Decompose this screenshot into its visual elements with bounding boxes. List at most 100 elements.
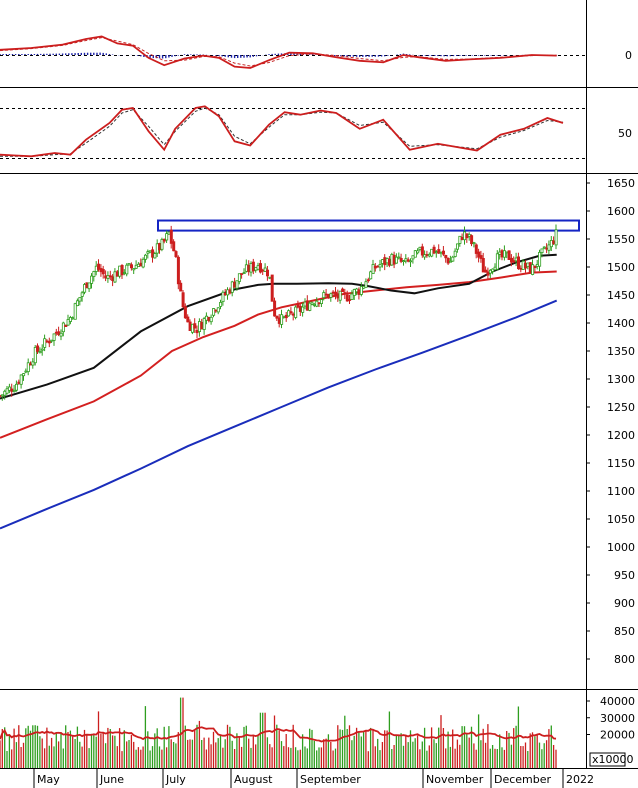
candle-body — [357, 289, 361, 295]
candle-body — [554, 229, 558, 246]
candle-body — [115, 271, 119, 277]
candle-body — [118, 265, 122, 277]
month-label: August — [234, 773, 273, 786]
candle-body — [3, 390, 7, 396]
price-axis: 1650 1600 1550 1500 1450 1400 1350 1300 1250 1200… — [586, 177, 635, 666]
candle-body — [282, 315, 286, 318]
candle-body — [308, 302, 312, 311]
price-tick-label: 1200 — [607, 429, 635, 442]
candle-body — [533, 265, 537, 269]
candle-body — [542, 246, 546, 249]
candle-body — [294, 306, 298, 318]
candle-body — [458, 235, 462, 244]
candle-body — [331, 291, 335, 294]
ma-long-line — [0, 299, 558, 530]
candle-body — [343, 292, 347, 295]
candle-body — [277, 317, 281, 324]
candle-body — [31, 361, 35, 366]
candle-body — [251, 261, 255, 272]
candle-body — [7, 386, 11, 391]
candle-body — [261, 269, 265, 272]
candlesticks — [0, 224, 558, 401]
candle-body — [83, 284, 87, 293]
candle-body — [151, 249, 155, 258]
candle-body — [97, 263, 101, 270]
candle-body — [500, 250, 504, 258]
candle-body — [40, 348, 44, 351]
candle-body — [169, 229, 173, 244]
candle-body — [409, 260, 413, 263]
candle-body — [416, 250, 420, 254]
candle-body — [444, 254, 448, 259]
price-tick-label: 950 — [614, 569, 635, 582]
candle-body — [310, 302, 314, 305]
candle-body — [298, 305, 302, 312]
price-tick-label: 1400 — [607, 317, 635, 330]
candle-body — [270, 274, 274, 302]
candle-body — [437, 249, 441, 254]
candle-body — [432, 246, 436, 254]
candle-body — [479, 255, 483, 259]
candle-body — [338, 290, 342, 301]
candle-body — [434, 251, 438, 254]
candle-body — [296, 304, 300, 308]
candle-body — [505, 251, 509, 254]
candle-body — [380, 259, 384, 264]
candle-body — [495, 253, 499, 270]
macd-line — [0, 35, 557, 69]
time-axis: May June July August September November Decemb… — [33, 768, 594, 788]
candle-body — [195, 329, 199, 334]
candle-body — [514, 257, 518, 262]
candle-body — [446, 257, 450, 264]
candle-body — [488, 269, 492, 274]
candle-body — [312, 303, 316, 306]
candle-body — [71, 317, 75, 320]
candle-body — [94, 265, 98, 272]
candle-body — [33, 346, 37, 364]
candle-body — [256, 265, 260, 270]
month-label: September — [300, 773, 361, 786]
candle-body — [47, 341, 51, 344]
candle-body — [209, 316, 213, 323]
candle-body — [230, 281, 234, 293]
candle-body — [540, 248, 544, 253]
candle-body — [92, 271, 96, 277]
candle-body — [303, 301, 307, 307]
macd-signal-line — [0, 37, 557, 67]
price-tick-label: 1300 — [607, 373, 635, 386]
candle-body — [319, 299, 323, 305]
candle-body — [172, 241, 176, 252]
candle-body — [413, 250, 417, 258]
candle-body — [249, 263, 253, 273]
candle-body — [162, 238, 166, 242]
candle-body — [183, 306, 187, 319]
stoch-tick-label: 50 — [618, 127, 632, 140]
candle-body — [502, 250, 506, 258]
candle-body — [212, 308, 216, 316]
candle-body — [336, 293, 340, 299]
price-tick-label: 1600 — [607, 205, 635, 218]
candle-body — [512, 260, 516, 263]
candle-body — [244, 264, 248, 272]
price-tick-label: 1250 — [607, 401, 635, 414]
candle-body — [427, 253, 431, 257]
candle-body — [223, 292, 227, 295]
candle-body — [207, 316, 211, 321]
candle-body — [467, 233, 471, 237]
candle-body — [26, 362, 30, 372]
candle-body — [481, 257, 485, 273]
candle-body — [301, 306, 305, 313]
month-label: November — [426, 773, 484, 786]
candle-body — [69, 317, 73, 322]
candle-body — [474, 244, 478, 254]
candle-body — [104, 275, 108, 279]
candle-body — [174, 251, 178, 257]
candle-body — [341, 288, 345, 292]
candle-body — [448, 260, 452, 263]
candle-body — [404, 258, 408, 262]
candle-body — [29, 363, 33, 366]
candle-body — [111, 276, 115, 281]
candle-body — [273, 300, 277, 317]
